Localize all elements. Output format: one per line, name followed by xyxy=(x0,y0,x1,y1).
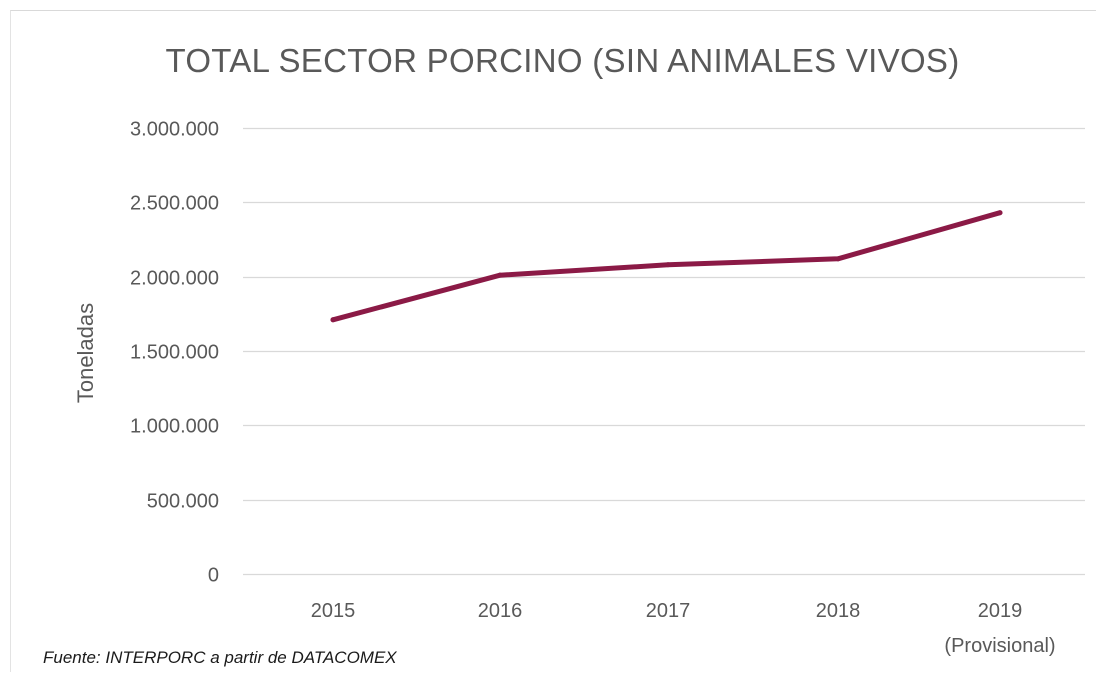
data-point xyxy=(665,262,671,268)
y-axis-label: Toneladas xyxy=(73,303,98,403)
y-axis-tick-labels: 0 500.000 1.000.000 1.500.000 2.000.000 2.500… xyxy=(130,119,219,587)
data-point xyxy=(330,317,336,323)
y-tick-label: 2.000.000 xyxy=(130,268,219,290)
series-layer xyxy=(330,210,1003,323)
gridlines xyxy=(243,127,1085,576)
x-tick-label: 2017 xyxy=(646,600,691,622)
x-tick-label: 2019 xyxy=(978,600,1023,622)
data-point xyxy=(997,210,1003,216)
source-note: Fuente: INTERPORC a partir de DATACOMEX xyxy=(43,648,397,667)
y-tick-label: 0 xyxy=(208,565,219,587)
y-tick-label: 1.000.000 xyxy=(130,416,219,438)
y-tick-label: 2.500.000 xyxy=(130,193,219,215)
x-tick-label: 2018 xyxy=(816,600,861,622)
x-axis-tick-labels: 2015 2016 2017 2018 2019 (Provisional) xyxy=(311,600,1056,657)
chart-title: TOTAL SECTOR PORCINO (SIN ANIMALES VIVOS… xyxy=(165,42,960,79)
x-tick-sublabel: (Provisional) xyxy=(944,635,1055,657)
x-tick-label: 2016 xyxy=(478,600,523,622)
y-tick-label: 3.000.000 xyxy=(130,119,219,141)
y-tick-label: 1.500.000 xyxy=(130,342,219,364)
data-point xyxy=(497,272,503,278)
chart-frame xyxy=(10,10,1096,672)
y-tick-label: 500.000 xyxy=(147,491,219,513)
x-tick-label: 2015 xyxy=(311,600,356,622)
data-point xyxy=(835,256,841,262)
